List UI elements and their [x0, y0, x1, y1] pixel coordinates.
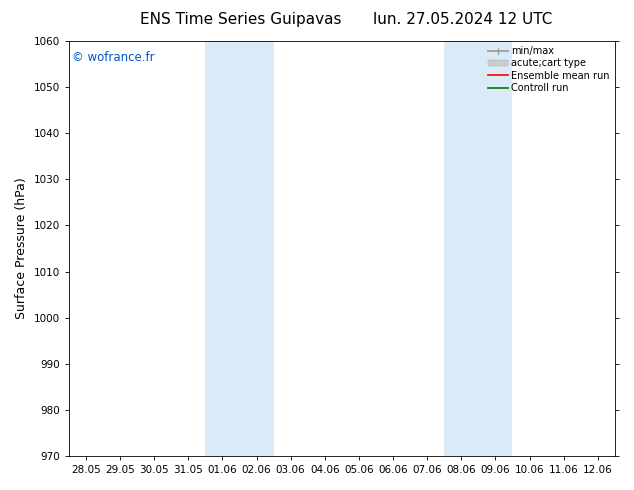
Text: © wofrance.fr: © wofrance.fr: [72, 51, 154, 64]
Text: ENS Time Series Guipavas: ENS Time Series Guipavas: [140, 12, 342, 27]
Bar: [444, 41, 512, 456]
Text: lun. 27.05.2024 12 UTC: lun. 27.05.2024 12 UTC: [373, 12, 552, 27]
Legend: min/max, acute;cart type, Ensemble mean run, Controll run: min/max, acute;cart type, Ensemble mean …: [486, 44, 612, 95]
Y-axis label: Surface Pressure (hPa): Surface Pressure (hPa): [15, 178, 28, 319]
Bar: [205, 41, 274, 456]
